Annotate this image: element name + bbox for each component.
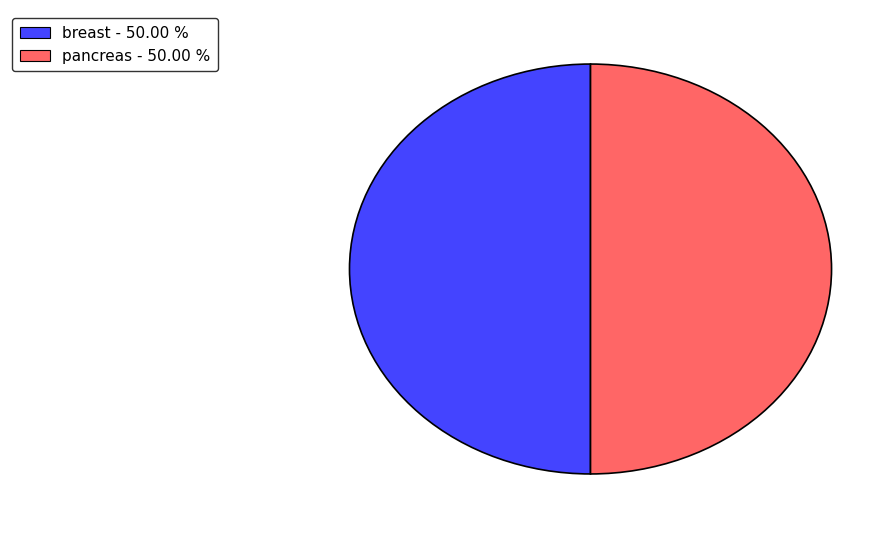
Wedge shape xyxy=(350,64,591,474)
Wedge shape xyxy=(591,64,831,474)
Legend: breast - 50.00 %, pancreas - 50.00 %: breast - 50.00 %, pancreas - 50.00 % xyxy=(12,18,218,72)
